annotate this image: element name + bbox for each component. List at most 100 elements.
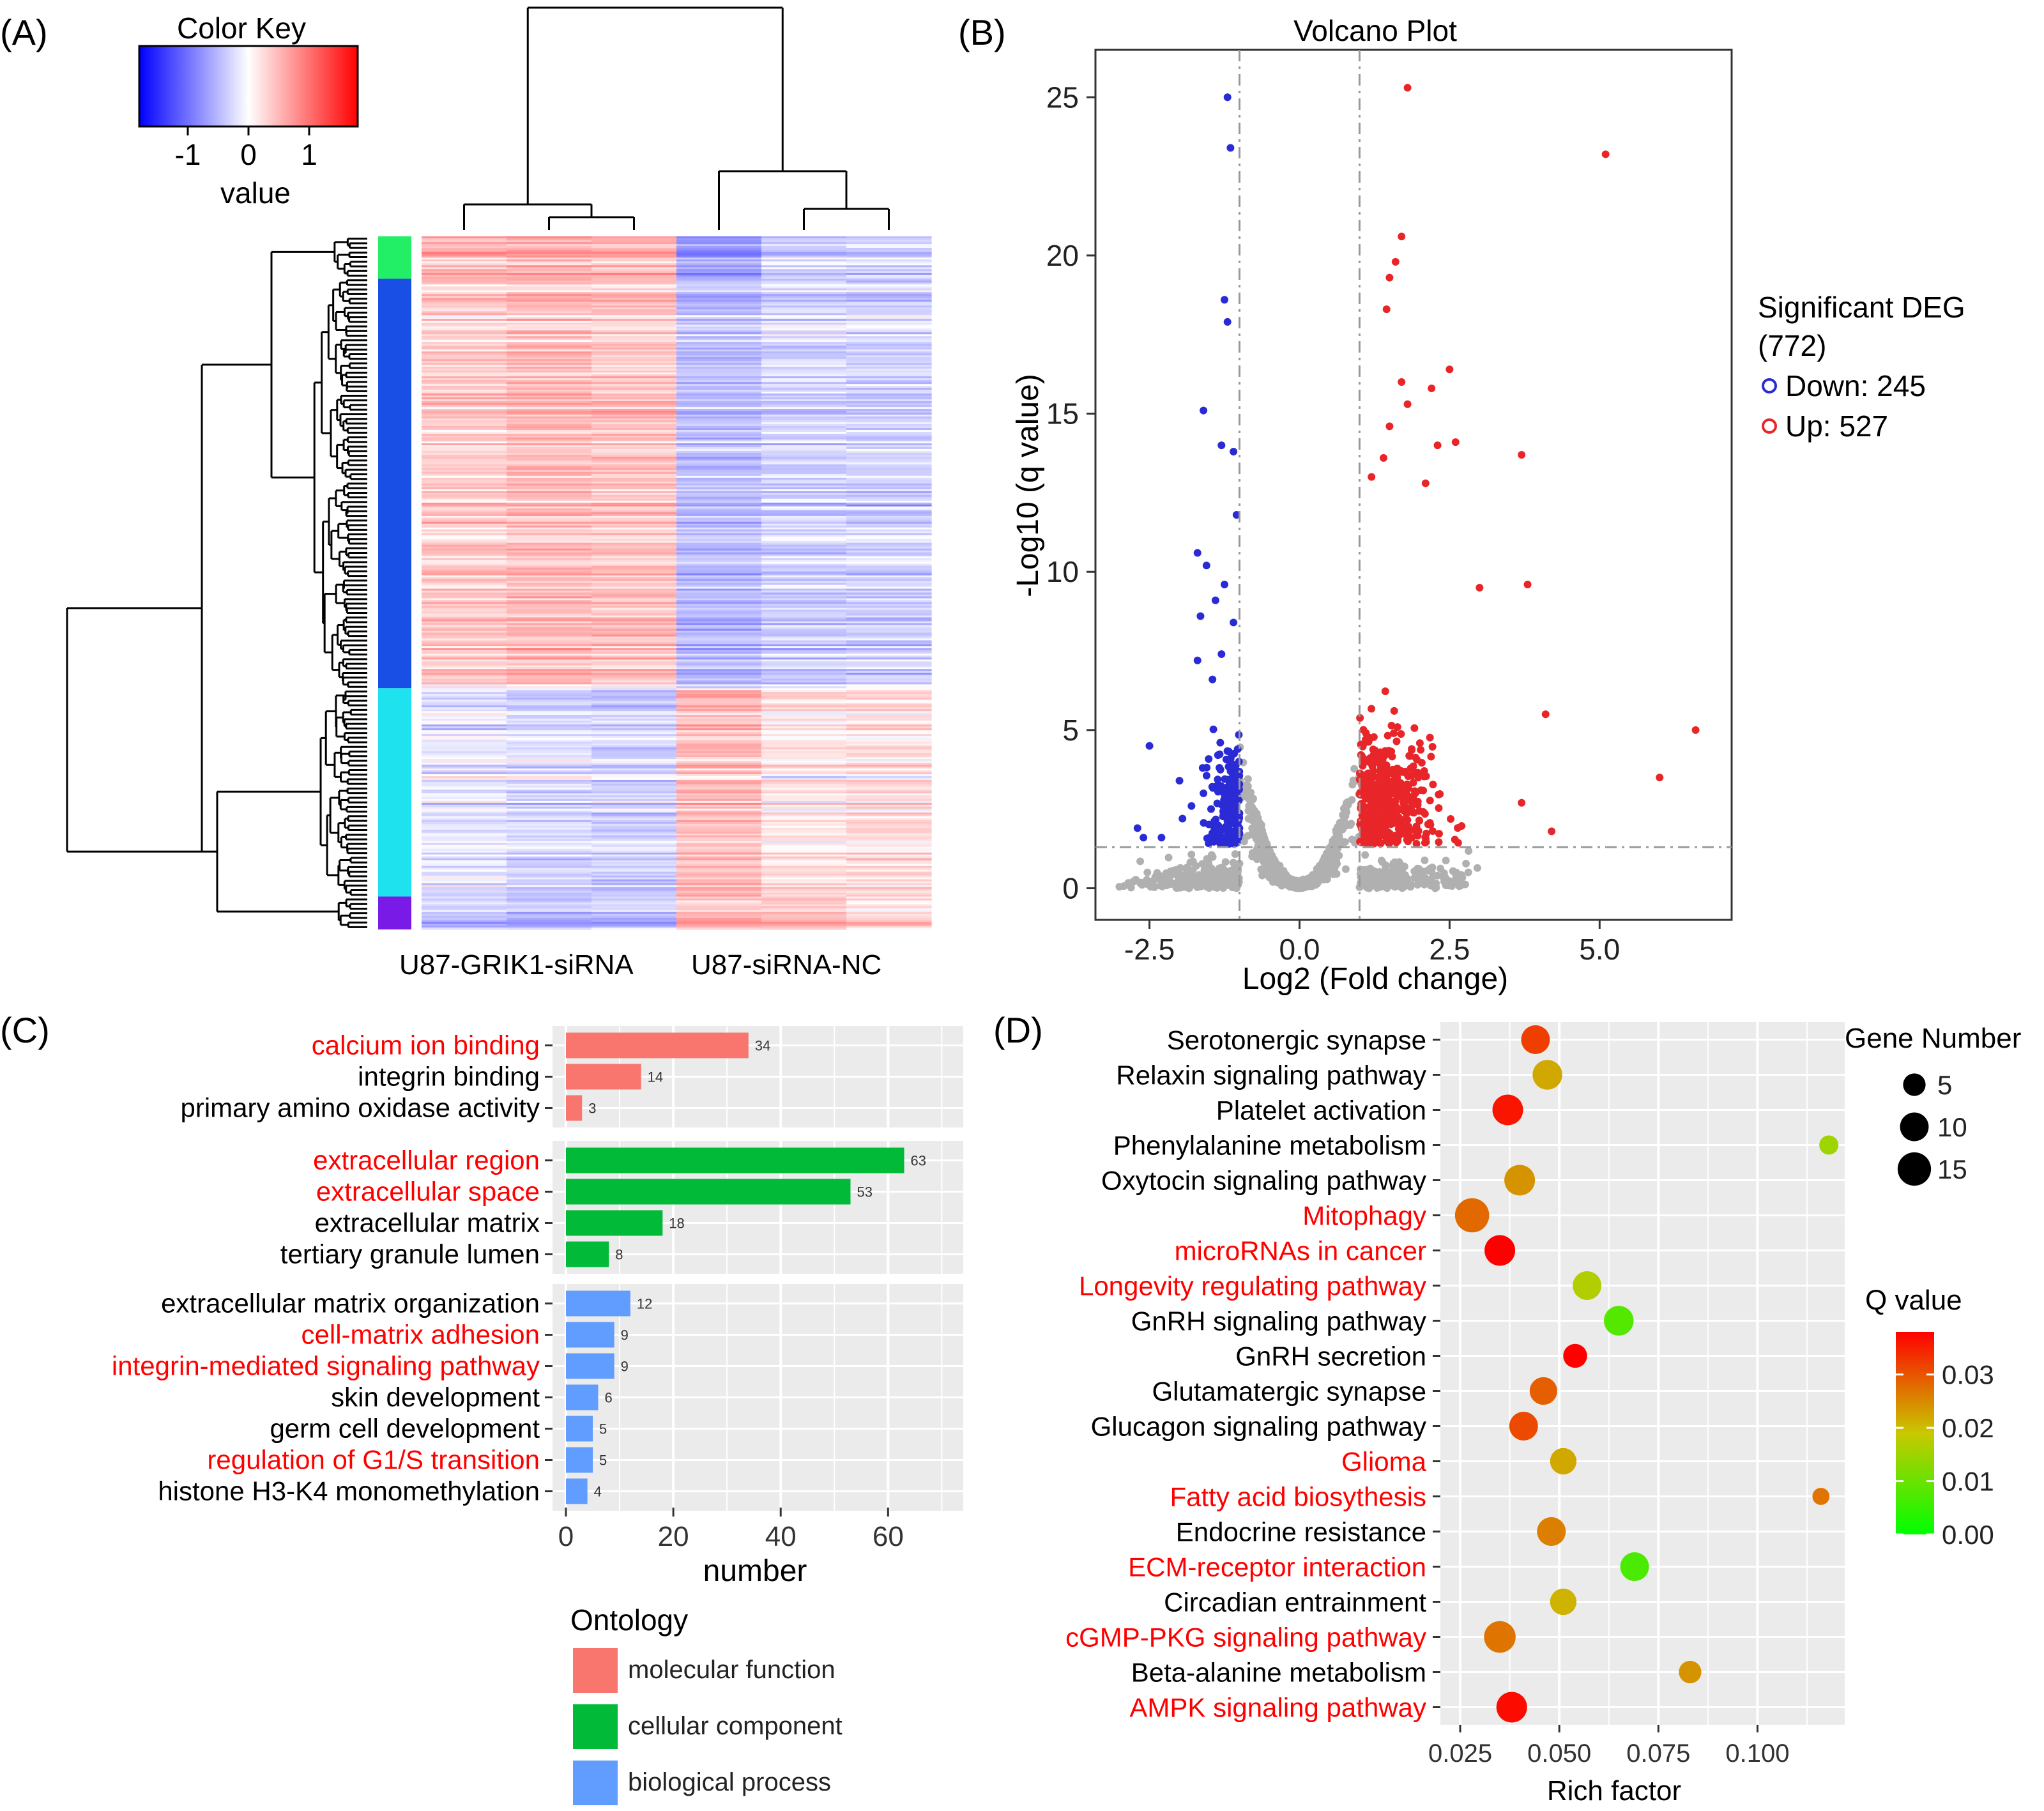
- heatmap-cell: [507, 835, 592, 838]
- heatmap-cell: [846, 376, 932, 379]
- heatmap-cell: [591, 328, 677, 331]
- heatmap-cell: [761, 619, 847, 622]
- heatmap-cell: [507, 698, 592, 700]
- heatmap-cell: [846, 715, 932, 717]
- heatmap-cell: [846, 779, 932, 783]
- heatmap-cell: [591, 523, 677, 526]
- heatmap-cell: [591, 254, 677, 256]
- heatmap-cell: [507, 267, 592, 270]
- heatmap-cell: [761, 852, 847, 855]
- heatmap-cell: [846, 921, 932, 924]
- heatmap-cell: [507, 814, 592, 817]
- heatmap-cell: [591, 768, 677, 771]
- heatmap-cell: [507, 808, 592, 811]
- heatmap-cell: [676, 806, 762, 809]
- heatmap-cell: [507, 609, 592, 613]
- heatmap-cell: [591, 707, 677, 710]
- heatmap-cell: [846, 812, 932, 815]
- heatmap-cell: [676, 795, 762, 798]
- heatmap-cell: [591, 496, 677, 500]
- heatmap-cell: [761, 307, 847, 310]
- heatmap-cell: [676, 881, 762, 884]
- heatmap-cell: [422, 820, 507, 823]
- heatmap-cell: [761, 288, 847, 291]
- heatmap-cell: [846, 433, 932, 436]
- heatmap-cell: [422, 671, 507, 673]
- heatmap-cell: [591, 747, 677, 750]
- volcano-point-ns: [1260, 836, 1268, 844]
- heatmap-cell: [507, 812, 592, 815]
- heatmap-cell: [676, 319, 762, 321]
- heatmap-cell: [846, 894, 932, 898]
- heatmap-cell: [676, 500, 762, 503]
- heatmap-cell: [591, 791, 677, 794]
- heatmap-cell: [591, 273, 677, 275]
- volcano-point-ns: [1329, 847, 1337, 855]
- heatmap-cell: [676, 862, 762, 865]
- heatmap-cell: [422, 349, 507, 352]
- heatmap-cell: [591, 351, 677, 354]
- heatmap-cell: [591, 487, 677, 490]
- heatmap-cell: [507, 544, 592, 547]
- heatmap-cell: [422, 871, 507, 875]
- heatmap-cell: [422, 759, 507, 761]
- heatmap-cell: [507, 588, 592, 592]
- heatmap-cell: [422, 483, 507, 486]
- heatmap-cell: [761, 550, 847, 553]
- heatmap-cell: [507, 829, 592, 832]
- heatmap-cell: [507, 703, 592, 706]
- volcano-point-ns: [1456, 872, 1464, 880]
- heatmap-cell: [507, 779, 592, 783]
- heatmap-cell: [676, 866, 762, 869]
- heatmap-cell: [591, 627, 677, 630]
- heatmap-cell: [507, 535, 592, 538]
- heatmap-cell: [591, 827, 677, 830]
- heatmap-cell: [676, 915, 762, 919]
- heatmap-cell: [846, 594, 932, 597]
- heatmap-cell: [591, 767, 677, 769]
- heatmap-cell: [507, 563, 592, 567]
- heatmap-cell: [591, 625, 677, 628]
- heatmap-cell: [591, 280, 677, 283]
- heatmap-cell: [591, 294, 677, 296]
- heatmap-cell: [591, 678, 677, 681]
- heatmap-cell: [591, 785, 677, 788]
- heatmap-cell: [761, 802, 847, 806]
- volcano-point-ns: [1428, 867, 1436, 876]
- heatmap-cell: [591, 533, 677, 536]
- heatmap-cell: [676, 596, 762, 599]
- heatmap-cell: [846, 611, 932, 615]
- heatmap-cell: [676, 867, 762, 871]
- heatmap-cell: [761, 586, 847, 590]
- heatmap-cell: [591, 698, 677, 700]
- heatmap-cell: [507, 721, 592, 723]
- heatmap-cell: [761, 698, 847, 700]
- heatmap-cell: [846, 292, 932, 294]
- heatmap-cell: [846, 592, 932, 595]
- heatmap-cell: [676, 742, 762, 744]
- heatmap-cell: [676, 361, 762, 363]
- heatmap-cell: [846, 252, 932, 254]
- heatmap-cell: [761, 715, 847, 717]
- heatmap-cell: [591, 424, 677, 427]
- heatmap-cell: [761, 560, 847, 563]
- heatmap-cell: [507, 546, 592, 549]
- heatmap-cell: [761, 552, 847, 555]
- heatmap-cell: [591, 925, 677, 928]
- heatmap-cell: [591, 862, 677, 865]
- heatmap-cell: [761, 420, 847, 423]
- heatmap-cell: [507, 607, 592, 611]
- heatmap-cell: [591, 613, 677, 616]
- volcano-point-ns: [1465, 847, 1473, 855]
- heatmap-cell: [676, 675, 762, 677]
- heatmap-cell: [761, 854, 847, 857]
- heatmap-cell: [676, 787, 762, 790]
- heatmap-cell: [761, 313, 847, 316]
- volcano-point-ns: [1153, 871, 1161, 879]
- heatmap-cell: [846, 820, 932, 823]
- heatmap-cell: [676, 487, 762, 490]
- heatmap-cell: [761, 738, 847, 740]
- heatmap-cell: [846, 361, 932, 363]
- heatmap-cell: [507, 344, 592, 346]
- heatmap-cell: [846, 498, 932, 501]
